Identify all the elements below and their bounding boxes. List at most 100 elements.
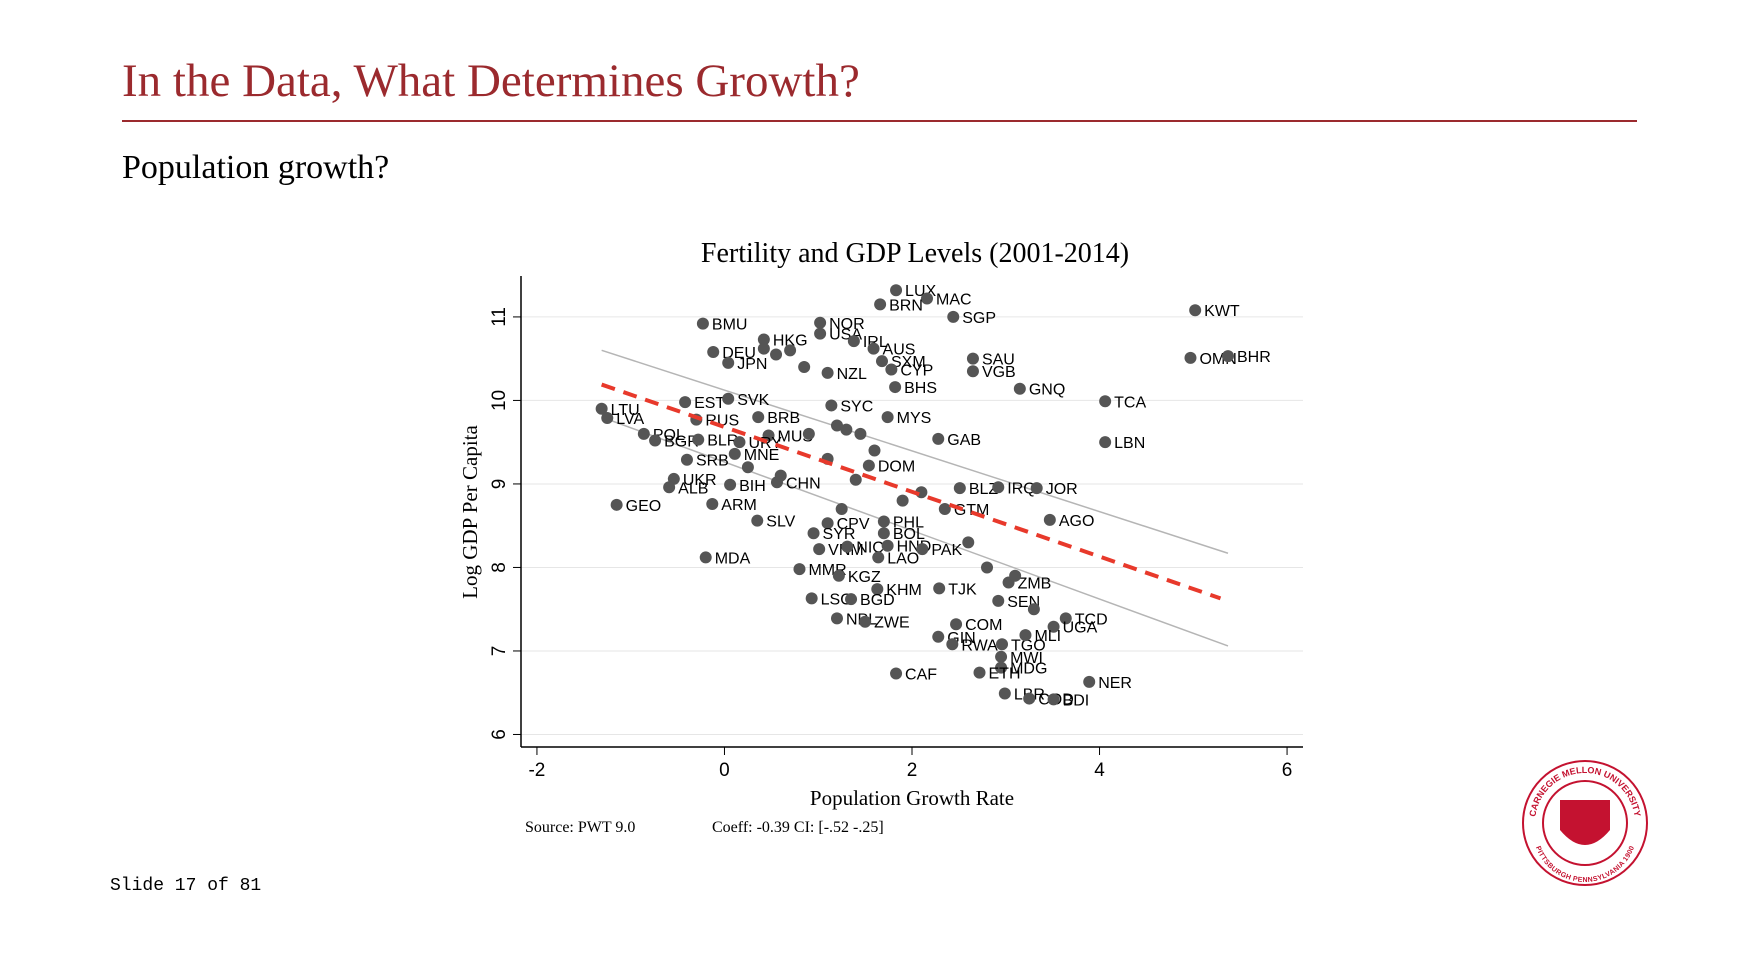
point-label: MWI: [1010, 650, 1043, 667]
point-label: JPN: [737, 356, 767, 373]
point-label: BLZ: [969, 481, 999, 498]
x-tick-label: 0: [719, 760, 730, 781]
data-point: [733, 436, 746, 449]
slide-subtitle: Population growth?: [122, 149, 389, 186]
data-point: [728, 447, 741, 460]
point-label: BRB: [767, 410, 800, 427]
point-label: LSO: [821, 591, 853, 608]
point-label: SYR: [823, 526, 856, 543]
ci-line: [601, 416, 1229, 647]
data-point: [840, 423, 853, 436]
point-label: VGB: [982, 364, 1016, 381]
point-label: BRN: [889, 297, 923, 314]
data-point: [751, 514, 764, 527]
data-point: [699, 551, 712, 564]
data-point: [679, 396, 692, 409]
data-point: [832, 569, 845, 582]
data-point: [752, 411, 765, 424]
point-label: LTU: [611, 402, 640, 419]
point-label: CAF: [905, 667, 937, 684]
y-tick-label: 9: [489, 479, 510, 490]
data-point: [1083, 675, 1096, 688]
slide-title: In the Data, What Determines Growth?: [122, 55, 860, 107]
point-label: BDI: [1063, 692, 1090, 709]
point-label: LVA: [616, 411, 644, 428]
data-point: [722, 392, 735, 405]
data-point: [950, 618, 963, 631]
data-point: [696, 317, 709, 330]
data-point: [1047, 620, 1060, 633]
data-point: [998, 687, 1011, 700]
data-point: [757, 333, 770, 346]
data-point: [1023, 692, 1036, 705]
data-point: [807, 527, 820, 540]
point-label: BLR: [707, 433, 738, 450]
logo-shield: [1560, 800, 1610, 845]
point-label: SLV: [766, 514, 795, 531]
data-point: [995, 661, 1008, 674]
point-label: BOL: [893, 526, 925, 543]
data-point: [947, 310, 960, 323]
data-point: [825, 399, 838, 412]
data-point: [1009, 569, 1022, 582]
data-point: [814, 327, 827, 340]
point-label: UKR: [683, 472, 717, 489]
fit-line: [600, 382, 1222, 601]
slide-number: Slide 17 of 81: [110, 876, 261, 896]
point-label: SYC: [840, 398, 873, 415]
point-label: TGO: [1011, 637, 1046, 654]
data-point: [805, 592, 818, 605]
data-point: [966, 365, 979, 378]
data-point: [707, 345, 720, 358]
data-point: [798, 361, 811, 374]
data-point: [885, 363, 898, 376]
data-point: [867, 342, 880, 355]
point-label: SRB: [696, 453, 729, 470]
point-label: SVK: [737, 392, 769, 409]
point-label: TCD: [1075, 611, 1108, 628]
data-point: [1059, 612, 1072, 625]
data-point: [1184, 351, 1197, 364]
data-point: [595, 402, 608, 415]
point-label: LAO: [887, 550, 919, 567]
data-point: [1047, 693, 1060, 706]
data-point: [722, 356, 735, 369]
data-point: [830, 612, 843, 625]
data-point: [814, 316, 827, 329]
point-label: SAU: [982, 352, 1015, 369]
data-point: [757, 342, 770, 355]
point-label: PHL: [893, 515, 924, 532]
point-label: JOR: [1046, 481, 1078, 498]
point-label: TJK: [948, 581, 977, 598]
point-label: CYP: [900, 363, 933, 380]
data-point: [762, 429, 775, 442]
data-point: [821, 517, 834, 530]
data-point: [849, 473, 862, 486]
data-point: [1027, 603, 1040, 616]
x-tick-label: 6: [1282, 760, 1293, 781]
data-point: [1099, 395, 1112, 408]
university-logo: CARNEGIE MELLON UNIVERSITY PITTSBURGH PE…: [1522, 760, 1648, 886]
data-point: [921, 292, 934, 305]
data-point: [845, 593, 858, 606]
data-point: [637, 427, 650, 440]
data-point: [992, 481, 1005, 494]
data-point: [680, 453, 693, 466]
data-point: [933, 582, 946, 595]
data-point: [835, 502, 848, 515]
point-label: NZL: [837, 366, 867, 383]
ci-line: [601, 349, 1229, 554]
data-point: [992, 594, 1005, 607]
point-label: BHR: [1237, 349, 1271, 366]
point-label: GAB: [947, 432, 981, 449]
point-label: MAC: [936, 292, 972, 309]
point-label: MDA: [715, 550, 751, 567]
x-axis-label: Population Growth Rate: [810, 786, 1014, 810]
data-point: [996, 638, 1009, 651]
data-point: [932, 630, 945, 643]
data-point: [706, 497, 719, 510]
data-point: [793, 563, 806, 576]
data-point: [916, 543, 929, 556]
point-label: KHM: [886, 582, 922, 599]
